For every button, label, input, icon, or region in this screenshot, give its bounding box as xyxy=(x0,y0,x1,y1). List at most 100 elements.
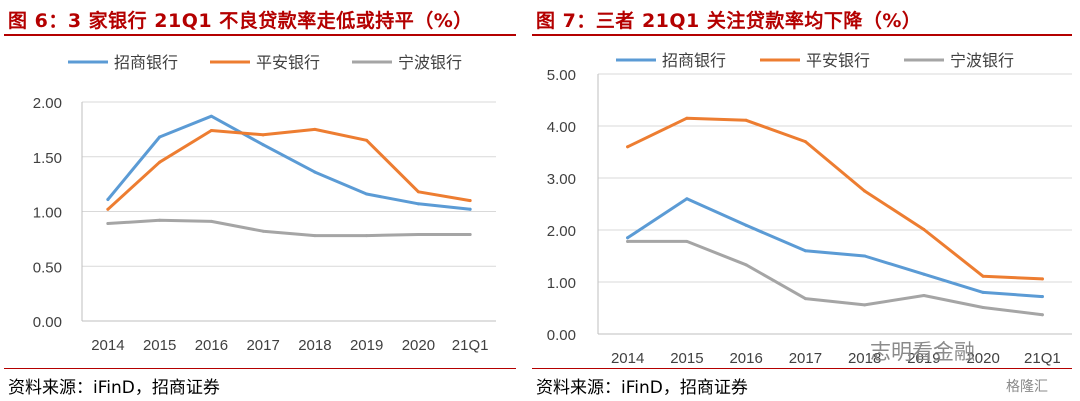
x-tick-label: 2016 xyxy=(195,337,228,354)
data-point xyxy=(744,263,748,267)
data-point xyxy=(365,138,369,142)
watermark-logo-text: 格隆汇 xyxy=(1006,379,1048,395)
npl-ratio-line-chart: 0.00 0.50 1.00 1.50 2.00 2014 2015 2016 2017 2018… xyxy=(33,54,496,354)
x-tick-label: 2019 xyxy=(350,337,383,354)
x-tick-label: 2019 xyxy=(907,350,940,367)
data-point xyxy=(803,249,807,253)
data-point xyxy=(158,135,162,139)
data-point xyxy=(209,219,213,223)
data-point xyxy=(685,239,689,243)
source-divider xyxy=(532,368,1072,369)
legend-label: 平安银行 xyxy=(256,54,320,72)
data-point xyxy=(1040,313,1044,317)
chart-title: 图 6：3 家银行 21Q1 不良贷款率走低或持平（%） xyxy=(8,10,473,32)
series-line-3 xyxy=(626,239,1044,317)
series-line-1 xyxy=(106,114,472,211)
data-point xyxy=(1040,277,1044,281)
title-divider xyxy=(532,34,1072,36)
legend-label: 宁波银行 xyxy=(950,52,1014,70)
data-point xyxy=(158,160,162,164)
x-tick-label: 2018 xyxy=(848,350,881,367)
data-point xyxy=(468,199,472,203)
data-point xyxy=(803,140,807,144)
y-tick-label: 0.00 xyxy=(547,327,576,344)
chart-title: 图 7：三者 21Q1 关注贷款率均下降（%） xyxy=(536,10,922,32)
data-point xyxy=(744,223,748,227)
data-point xyxy=(863,254,867,258)
data-point xyxy=(1040,295,1044,299)
data-point xyxy=(416,202,420,206)
data-point xyxy=(685,197,689,201)
series-line-2 xyxy=(106,127,472,211)
y-tick-label: 5.00 xyxy=(547,67,576,84)
data-point xyxy=(626,236,630,240)
data-point xyxy=(416,190,420,194)
legend-label: 平安银行 xyxy=(806,52,870,70)
data-point xyxy=(313,127,317,131)
y-tick-label: 3.00 xyxy=(547,171,576,188)
legend-label: 招商银行 xyxy=(662,52,726,70)
y-tick-label: 2.00 xyxy=(33,95,62,112)
x-tick-label: 21Q1 xyxy=(452,337,489,354)
source-note: 资料来源：iFinD，招商证券 xyxy=(8,378,220,398)
data-point xyxy=(468,207,472,211)
data-point xyxy=(863,303,867,307)
source-note: 资料来源：iFinD，招商证券 xyxy=(536,378,748,398)
data-point xyxy=(744,118,748,122)
chart-panel-special-mention: 图 7：三者 21Q1 关注贷款率均下降（%） 0.00 1.00 2.00 3.00… xyxy=(528,0,1080,401)
title-divider xyxy=(4,34,516,36)
y-tick-label: 4.00 xyxy=(547,119,576,136)
data-point xyxy=(313,234,317,238)
data-point xyxy=(803,297,807,301)
x-tick-label: 2015 xyxy=(143,337,176,354)
data-point xyxy=(365,234,369,238)
data-point xyxy=(106,197,110,201)
x-tick-label: 2017 xyxy=(246,337,279,354)
data-point xyxy=(416,232,420,236)
data-point xyxy=(981,305,985,309)
series-line-2 xyxy=(626,116,1044,281)
data-point xyxy=(261,143,265,147)
x-tick-label: 2020 xyxy=(966,350,999,367)
data-point xyxy=(106,222,110,226)
data-point xyxy=(626,145,630,149)
chart-panel-npl: 图 6：3 家银行 21Q1 不良贷款率走低或持平（%） 0.00 0.50 1.0… xyxy=(0,0,524,401)
x-tick-label: 2014 xyxy=(91,337,124,354)
data-point xyxy=(106,207,110,211)
data-point xyxy=(922,294,926,298)
y-tick-label: 1.50 xyxy=(33,150,62,167)
data-point xyxy=(261,229,265,233)
x-tick-label: 2015 xyxy=(670,350,703,367)
legend-label: 宁波银行 xyxy=(398,54,462,72)
data-point xyxy=(981,274,985,278)
source-divider xyxy=(4,368,516,369)
y-tick-label: 0.00 xyxy=(33,314,62,331)
data-point xyxy=(626,239,630,243)
y-tick-label: 1.00 xyxy=(547,275,576,292)
x-tick-label: 2020 xyxy=(402,337,435,354)
data-point xyxy=(922,272,926,276)
special-mention-ratio-line-chart: 0.00 1.00 2.00 3.00 4.00 5.00 2014 2015 2016 2017… xyxy=(547,52,1072,367)
data-point xyxy=(863,189,867,193)
data-point xyxy=(209,114,213,118)
x-tick-label: 2016 xyxy=(729,350,762,367)
data-point xyxy=(922,227,926,231)
series-line-3 xyxy=(106,218,472,238)
data-point xyxy=(365,192,369,196)
data-point xyxy=(981,290,985,294)
data-point xyxy=(468,232,472,236)
data-point xyxy=(685,116,689,120)
data-point xyxy=(209,128,213,132)
data-point xyxy=(158,218,162,222)
x-tick-label: 2018 xyxy=(298,337,331,354)
series-line-1 xyxy=(626,197,1044,299)
legend-label: 招商银行 xyxy=(114,54,178,72)
x-tick-label: 21Q1 xyxy=(1024,350,1061,367)
x-tick-label: 2014 xyxy=(611,350,644,367)
y-tick-label: 1.00 xyxy=(33,205,62,222)
data-point xyxy=(261,133,265,137)
y-tick-label: 2.00 xyxy=(547,223,576,240)
data-point xyxy=(313,170,317,174)
y-tick-label: 0.50 xyxy=(33,259,62,276)
x-tick-label: 2017 xyxy=(789,350,822,367)
